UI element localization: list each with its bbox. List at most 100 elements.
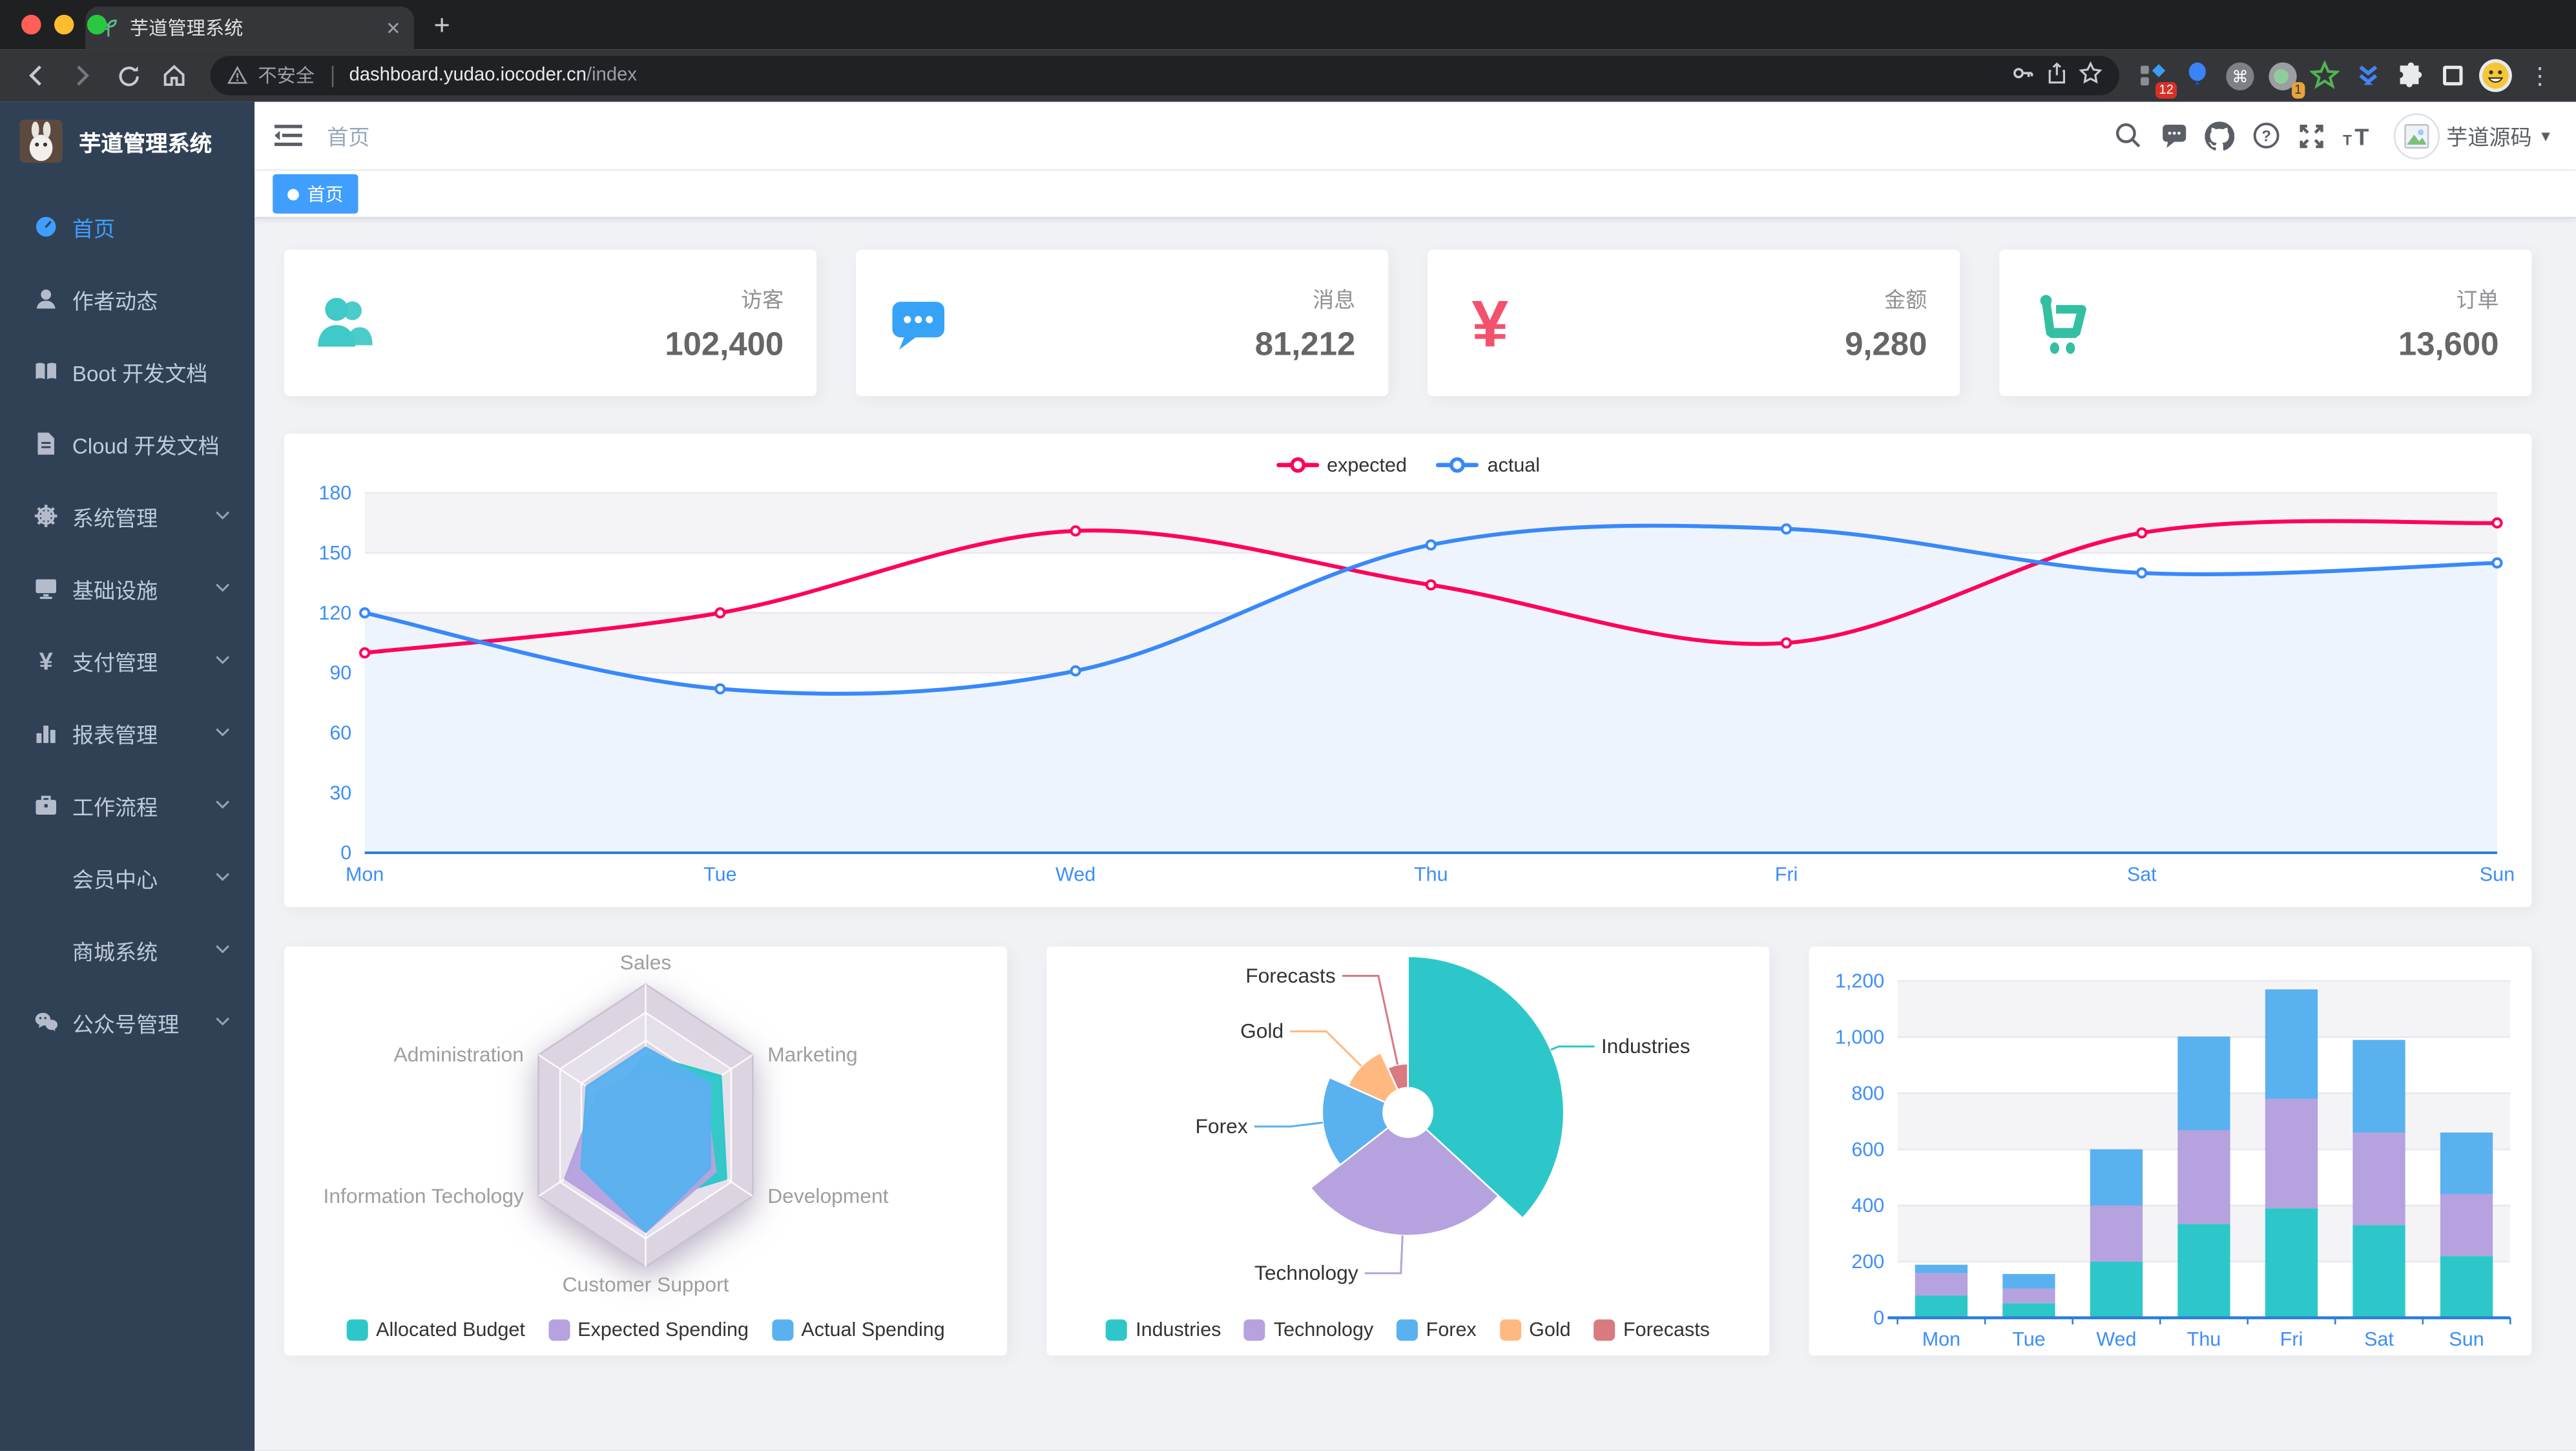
url-bar[interactable]: 不安全 dashboard.yudao.iocoder.cn/index [210,56,2119,96]
home-button[interactable] [154,56,194,95]
sidebar-toggle-button[interactable] [254,102,320,169]
legend-item[interactable]: Forecasts [1594,1318,1710,1341]
browser-toolbar: 不安全 dashboard.yudao.iocoder.cn/index 12 … [0,49,2576,102]
url-path: /index [586,65,638,86]
help-icon[interactable]: ? [2243,102,2289,169]
legend-item[interactable]: Forex [1396,1318,1477,1341]
breadcrumb[interactable]: 首页 [327,125,370,150]
sidebar-item-label: 系统管理 [72,505,158,530]
stat-value: 81,212 [1254,326,1356,362]
extension-badge: 1 [2290,82,2305,99]
logo-avatar [19,120,63,163]
stat-label: 金额 [1884,286,1927,311]
message-bubble-icon [856,290,981,356]
extension-chevrons-icon[interactable] [2349,57,2385,94]
fullscreen-icon[interactable] [2289,102,2334,169]
sidebar-item-2[interactable]: Boot 开发文档 [0,335,254,408]
extension-balloon-icon[interactable] [2179,57,2215,94]
sidebar-item-label: 商城系统 [72,939,158,964]
search-icon[interactable] [2104,102,2150,169]
extensions-puzzle-icon[interactable] [2392,57,2428,94]
svg-text:Mon: Mon [346,863,384,885]
sidebar-item-6[interactable]: ¥ 支付管理 [0,624,254,696]
legend-item[interactable]: Technology [1244,1318,1373,1341]
back-button[interactable] [16,56,56,95]
svg-text:120: 120 [318,602,351,624]
extension-grid-icon[interactable]: 12 [2135,57,2177,99]
legend-item[interactable]: Actual Spending [771,1318,945,1341]
share-icon[interactable] [2046,61,2069,90]
svg-text:Sales: Sales [620,951,672,974]
new-tab-button[interactable]: + [433,10,450,41]
bar-chart-card: Mon Tue Wed Thu Fri Sat Sun 0 200 400 600 800 1,000 1… [1809,946,2532,1356]
github-icon[interactable] [2197,102,2243,169]
yen-icon: ¥ [1428,288,1552,357]
window-close-button[interactable] [21,14,41,35]
svg-text:Development: Development [767,1184,888,1207]
legend-item[interactable]: expected [1276,454,1407,477]
stat-card-messages[interactable]: 消息 81,212 [856,249,1389,396]
line-chart[interactable]: 0 30 60 90 120 150 180 Mon Tue Wed Thu Fri Sat Sun [284,433,2531,906]
browser-tab[interactable]: 芋道管理系统 ✕ [85,6,414,50]
browser-menu-icon[interactable]: ⋮ [2528,61,2551,89]
sidebar-item-5[interactable]: 基础设施 [0,552,254,625]
sidebar-item-11[interactable]: 公众号管理 [0,986,254,1058]
svg-text:Mon: Mon [1922,1328,1960,1350]
sidebar-item-8[interactable]: 工作流程 [0,769,254,841]
stat-card-orders[interactable]: 订单 13,600 [1999,249,2532,396]
forward-button[interactable] [63,56,102,95]
password-key-icon[interactable] [2011,61,2035,90]
sidebar-item-1[interactable]: 作者动态 [0,263,254,335]
svg-text:600: 600 [1851,1138,1884,1160]
sidebar-item-10[interactable]: 商城系统 [0,913,254,986]
tab-close-icon[interactable]: ✕ [386,19,401,39]
bar-chart[interactable]: Mon Tue Wed Thu Fri Sat Sun 0 200 400 600 800 1,000 1… [1809,946,2531,1355]
stat-card-visitors[interactable]: 访客 102,400 [284,249,817,396]
sidebar: 芋道管理系统 首页 作者动态 Boot 开发文档 Cloud 开发文档系统管理基础设施… [0,101,255,1451]
svg-text:T: T [2343,131,2352,147]
user-avatar[interactable] [2393,112,2440,159]
line-chart-legend: expected actual [284,454,2531,477]
legend-item[interactable]: Industries [1106,1318,1221,1341]
sidebar-item-4[interactable]: 系统管理 [0,480,254,552]
svg-text:30: 30 [329,782,351,804]
svg-text:400: 400 [1851,1195,1884,1216]
legend-item[interactable]: Allocated Budget [346,1318,525,1341]
stat-card-amount[interactable]: ¥ 金额 9,280 [1428,249,1960,396]
chevron-down-icon[interactable]: ▼ [2538,127,2553,144]
legend-item[interactable]: actual [1436,454,1540,477]
sidebar-item-label: 支付管理 [72,649,158,675]
extension-recorder-icon[interactable]: 1 [2264,57,2305,99]
pie-chart[interactable]: Industries Technology Forex Gold Forecasts [1046,946,1769,1355]
legend-item[interactable]: Gold [1499,1318,1571,1341]
message-icon[interactable] [2150,102,2196,169]
svg-text:60: 60 [329,722,351,744]
sidebar-item-7[interactable]: 报表管理 [0,696,254,769]
extension-star-icon[interactable] [2307,57,2343,94]
window-minimize-button[interactable] [54,14,74,35]
legend-item[interactable]: Expected Spending [548,1318,749,1341]
extension-command-icon[interactable]: ⌘ [2221,57,2258,94]
radar-chart[interactable]: Sales Administration Information Techology… [284,946,1007,1355]
chevron-down-icon [214,648,232,673]
radar-chart-legend: Allocated Budget Expected Spending Actual … [284,1318,1007,1341]
username[interactable]: 芋道源码 [2446,125,2532,150]
sidebar-item-0[interactable]: 首页 [0,191,254,263]
profile-avatar[interactable] [2477,57,2513,94]
tag-home[interactable]: 首页 [273,174,358,214]
bookmark-star-icon[interactable] [2078,61,2103,90]
window-panel-icon[interactable] [2435,57,2471,94]
gear-icon [33,503,59,529]
book-icon [33,358,59,384]
svg-text:Technology: Technology [1254,1261,1358,1284]
sidebar-item-9[interactable]: 会员中心 [0,841,254,913]
sidebar-item-3[interactable]: Cloud 开发文档 [0,408,254,480]
stat-value: 13,600 [2398,326,2499,362]
pie-chart-card: Industries Technology Forex Gold Forecasts I… [1046,946,1770,1356]
window-maximize-button[interactable] [87,14,107,35]
sidebar-logo[interactable]: 芋道管理系统 [0,102,254,181]
reload-button[interactable] [109,56,148,95]
sidebar-item-label: Boot 开发文档 [72,360,208,386]
